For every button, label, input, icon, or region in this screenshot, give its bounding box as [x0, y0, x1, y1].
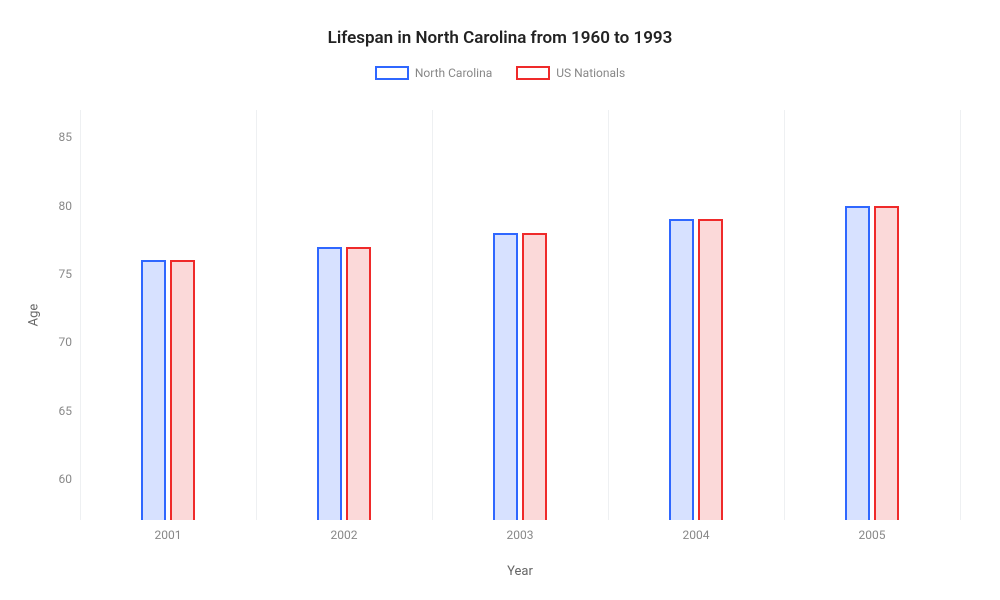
x-tick-label: 2005	[859, 528, 886, 542]
gridline	[256, 110, 257, 520]
bar	[317, 247, 343, 520]
bar	[874, 206, 900, 520]
legend-label: North Carolina	[415, 66, 492, 80]
y-tick-label: 85	[59, 130, 73, 144]
bar	[669, 219, 695, 520]
bar	[845, 206, 871, 520]
x-tick-label: 2001	[155, 528, 182, 542]
legend-swatch	[375, 66, 409, 80]
bar	[346, 247, 372, 520]
x-tick-label: 2002	[331, 528, 358, 542]
gridline	[608, 110, 609, 520]
legend-item: US Nationals	[516, 66, 625, 80]
chart-container: Lifespan in North Carolina from 1960 to …	[0, 0, 1000, 600]
y-tick-label: 80	[59, 199, 73, 213]
legend-swatch	[516, 66, 550, 80]
bar	[522, 233, 548, 520]
x-tick-label: 2004	[683, 528, 710, 542]
gridline	[784, 110, 785, 520]
chart-title: Lifespan in North Carolina from 1960 to …	[0, 28, 1000, 48]
x-axis-label: Year	[507, 564, 533, 579]
bar	[141, 260, 167, 520]
legend: North Carolina US Nationals	[0, 66, 1000, 80]
gridline	[960, 110, 961, 520]
y-tick-label: 75	[59, 267, 73, 281]
y-tick-label: 70	[59, 335, 73, 349]
gridline	[432, 110, 433, 520]
y-tick-label: 65	[59, 404, 73, 418]
y-tick-label: 60	[59, 472, 73, 486]
bar	[170, 260, 196, 520]
plot-area: 60657075808520012002200320042005	[80, 110, 960, 520]
legend-label: US Nationals	[556, 66, 625, 80]
gridline	[80, 110, 81, 520]
bar	[698, 219, 724, 520]
x-tick-label: 2003	[507, 528, 534, 542]
legend-item: North Carolina	[375, 66, 492, 80]
y-axis-label: Age	[27, 304, 42, 327]
bar	[493, 233, 519, 520]
